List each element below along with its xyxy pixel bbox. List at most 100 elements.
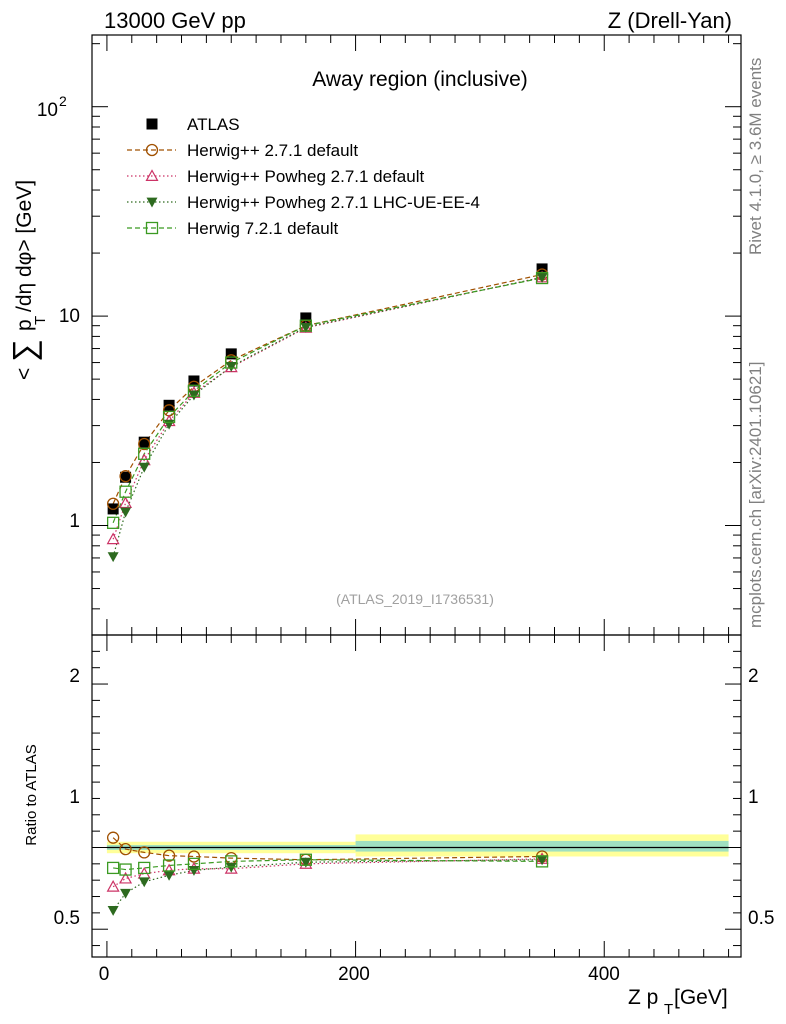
- ratio-point-powheg_default-15: [119, 871, 133, 884]
- ratio-point-herwig_pp-15: [119, 842, 132, 856]
- main-line-herwig_pp: [112, 273, 543, 505]
- y-tick-label-10: 10: [59, 306, 80, 327]
- main-point-powheg_default-15: [119, 496, 133, 509]
- legend-label-herwig-pp: Herwig++ 2.7.1 default: [187, 141, 358, 160]
- legend-label-atlas: ATLAS: [187, 115, 240, 134]
- legend-marker-herwig_pp: [145, 143, 159, 157]
- ratio-point-powheg_ue-30: [138, 877, 150, 888]
- main-line-powheg_default: [112, 276, 543, 540]
- ratio-point-powheg_default-5: [106, 879, 120, 892]
- ratio-point-herwig_pp-5: [106, 831, 120, 844]
- x-label-main: Z p: [628, 986, 658, 1009]
- ratio-y-tick-label-right-1: 1: [748, 787, 759, 808]
- legend-label-powheg-default: Herwig++ Powheg 2.7.1 default: [187, 167, 424, 186]
- main-point-herwig7-5: [106, 516, 120, 529]
- ratio-point-herwig7-15: [119, 863, 132, 876]
- ratio-y-tick-label-1: 1: [69, 787, 80, 808]
- main-line-herwig7: [112, 277, 543, 524]
- rivet-version-label: Rivet 4.1.0, ≥ 3.6M events: [746, 58, 765, 255]
- ratio-point-herwig7-100: [225, 855, 238, 868]
- ratio-point-powheg_ue-350: [536, 855, 548, 866]
- ratio-axis-ticks: [92, 635, 741, 957]
- ratio-point-powheg_ue-70: [188, 865, 200, 876]
- main-point-herwig7-50: [162, 410, 176, 424]
- ratio-point-powheg_ue-5: [107, 906, 119, 916]
- y-label-sum-symbol: ∑: [6, 339, 42, 362]
- main-point-herwig_pp-30: [138, 437, 151, 451]
- main-point-powheg_ue-160: [300, 322, 312, 333]
- y-tick-label-1: 1: [69, 511, 80, 532]
- main-point-powheg_ue-350: [536, 273, 548, 283]
- main-point-powheg_ue-15: [120, 507, 132, 518]
- ratio-band-inner-1: [355, 840, 729, 852]
- main-point-herwig7-30: [138, 447, 151, 460]
- legend-marker-powheg_ue: [146, 197, 158, 208]
- main-point-atlas-160: [300, 312, 312, 324]
- energy-label: 13000 GeV pp: [104, 8, 246, 33]
- x-axis-label: Z p T [GeV]: [628, 986, 728, 1018]
- main-panel: Away region (inclusive) (ATLAS_2019_I173…: [6, 34, 742, 636]
- ratio-frame: [91, 634, 742, 958]
- legend-label-herwig7: Herwig 7.2.1 default: [187, 219, 338, 238]
- x-label-unit: [GeV]: [674, 986, 728, 1009]
- main-point-herwig7-350: [535, 271, 549, 285]
- source-label: mcplots.cern.ch [arXiv:2401.10621]: [746, 362, 765, 628]
- main-point-powheg_ue-5: [107, 552, 119, 563]
- ratio-point-herwig_pp-50: [162, 849, 176, 862]
- ratio-point-herwig_pp-70: [187, 850, 201, 863]
- main-point-powheg_default-5: [106, 532, 120, 545]
- y-label-rest: /dη dφ> [GeV]: [13, 180, 36, 312]
- ratio-point-powheg_ue-50: [163, 870, 175, 881]
- main-point-atlas-15: [120, 471, 132, 483]
- main-point-powheg_ue-70: [188, 390, 200, 401]
- y-tick-label-100-exponent: 2: [59, 93, 67, 109]
- x-tick-label-200: 200: [338, 964, 370, 985]
- main-point-atlas-100: [225, 348, 237, 360]
- ratio-panel: 0.5 1 2 0.5 1 2 0 200 400 Ratio to ATLAS…: [23, 634, 774, 1018]
- ratio-point-powheg_ue-160: [300, 857, 312, 868]
- ratio-point-herwig7-5: [106, 861, 120, 875]
- main-plot-marks: [106, 263, 549, 563]
- main-point-herwig7-100: [225, 356, 238, 369]
- ratio-y-tick-label-right-2: 2: [748, 666, 759, 687]
- ratio-point-powheg_ue-15: [120, 888, 132, 899]
- x-tick-label-0: 0: [99, 964, 110, 985]
- y-tick-label-100: 10: [37, 100, 58, 121]
- process-label: Z (Drell-Yan): [608, 8, 732, 33]
- legend-marker-powheg_default: [145, 169, 159, 181]
- ratio-point-herwig7-50: [162, 859, 176, 872]
- y-label-p: p: [13, 319, 36, 331]
- ratio-point-herwig7-30: [138, 861, 151, 875]
- ratio-line-herwig7: [113, 859, 543, 871]
- legend-label-powheg-ue: Herwig++ Powheg 2.7.1 LHC-UE-EE-4: [187, 193, 480, 212]
- y-label-subscript: T: [32, 316, 49, 325]
- ratio-point-herwig7-70: [187, 857, 201, 870]
- main-point-atlas-30: [138, 436, 150, 448]
- ratio-point-powheg_default-160: [299, 857, 313, 869]
- ratio-point-powheg_ue-100: [225, 862, 237, 873]
- ratio-y-tick-label-2: 2: [69, 666, 80, 687]
- main-point-herwig_pp-5: [106, 497, 120, 510]
- main-point-herwig7-70: [187, 384, 201, 397]
- ratio-y-axis-label: Ratio to ATLAS: [23, 744, 40, 845]
- main-point-herwig7-15: [119, 485, 132, 498]
- ratio-y-tick-label-right-0.5: 0.5: [748, 908, 774, 929]
- main-axis-ticks: [92, 35, 741, 636]
- y-label-open-bracket: <: [13, 368, 36, 380]
- ratio-plot-marks: [106, 831, 729, 916]
- legend: ATLAS Herwig++ 2.7.1 default Herwig++ Po…: [127, 115, 480, 238]
- main-point-herwig_pp-15: [119, 470, 132, 483]
- main-title: Away region (inclusive): [312, 68, 528, 91]
- legend-marker-atlas: [146, 118, 158, 130]
- legend-marker-herwig7: [145, 221, 159, 235]
- ratio-y-tick-label-0.5: 0.5: [54, 908, 80, 929]
- main-point-powheg_ue-50: [163, 419, 175, 430]
- ratio-point-herwig7-350: [535, 855, 549, 868]
- main-y-axis-label: < ∑ p T /dη dφ> [GeV]: [6, 180, 49, 380]
- ratio-point-herwig_pp-30: [138, 846, 151, 859]
- x-tick-label-400: 400: [588, 964, 620, 985]
- ratio-point-herwig7-160: [299, 853, 312, 866]
- ratio-line-powheg_ue: [112, 859, 543, 911]
- main-point-powheg_ue-100: [225, 362, 237, 372]
